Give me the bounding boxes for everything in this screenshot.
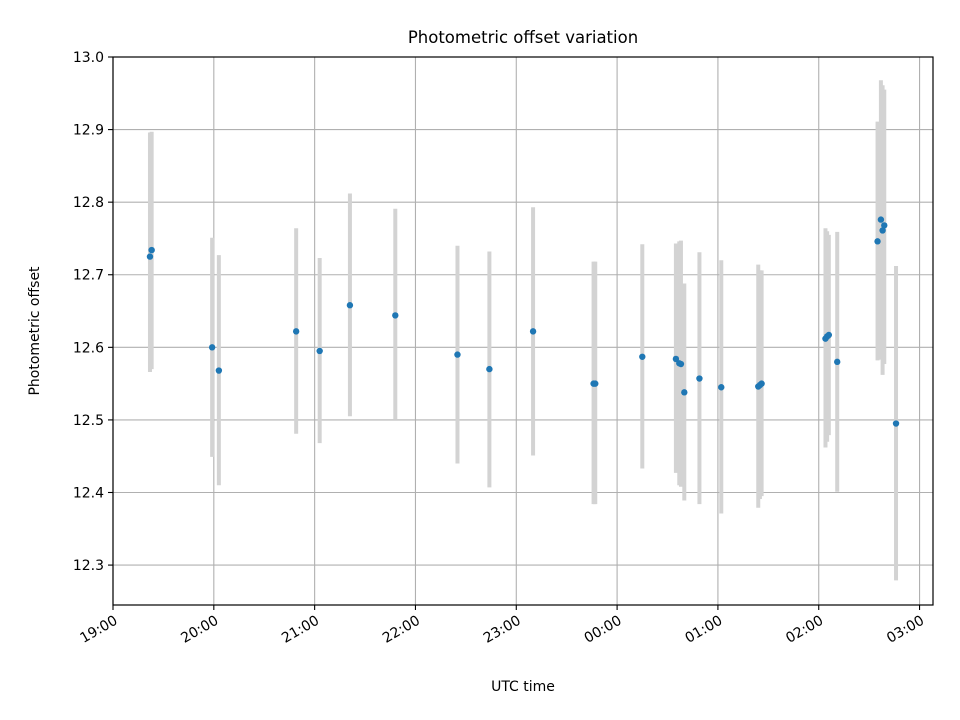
data-point (718, 384, 725, 391)
plot-frame (112, 56, 934, 606)
data-point (639, 353, 646, 360)
data-point (892, 420, 900, 427)
data-point (208, 344, 216, 351)
y-tick-label: 12.4 (73, 485, 104, 501)
data-point (215, 367, 223, 374)
y-tick-label: 12.3 (73, 558, 104, 574)
data-point (486, 365, 493, 373)
data-point (529, 328, 537, 335)
data-point (681, 389, 688, 396)
y-tick-label: 12.6 (73, 340, 104, 356)
data-point (834, 358, 841, 366)
data-point (696, 375, 703, 382)
data-point (392, 312, 399, 319)
data-point (346, 302, 354, 309)
data-point (146, 253, 154, 260)
y-tick-label: 12.8 (73, 195, 104, 211)
data-point (316, 347, 323, 355)
data-point (825, 331, 833, 339)
data-point (879, 227, 886, 234)
data-point (292, 328, 300, 335)
y-tick-label: 12.9 (73, 123, 104, 139)
data-points (146, 216, 900, 427)
data-point (672, 355, 680, 363)
data-point (454, 351, 461, 358)
y-tick-label: 12.7 (73, 268, 104, 284)
data-point (677, 360, 685, 368)
data-point (592, 380, 599, 387)
x-axis-label: UTC time (491, 679, 555, 695)
y-axis-ticks: 12.3 12.4 12.5 12.6 12.7 12.8 12.9 13.0 (73, 50, 113, 574)
chart-title: Photometric offset variation (408, 28, 638, 47)
data-point (758, 380, 765, 387)
data-point (881, 222, 888, 229)
data-point (148, 246, 155, 254)
y-axis-label: Photometric offset (27, 266, 43, 396)
y-tick-label: 13.0 (73, 50, 104, 66)
y-tick-label: 12.5 (73, 413, 104, 429)
data-point (877, 216, 885, 223)
data-point (874, 238, 881, 245)
